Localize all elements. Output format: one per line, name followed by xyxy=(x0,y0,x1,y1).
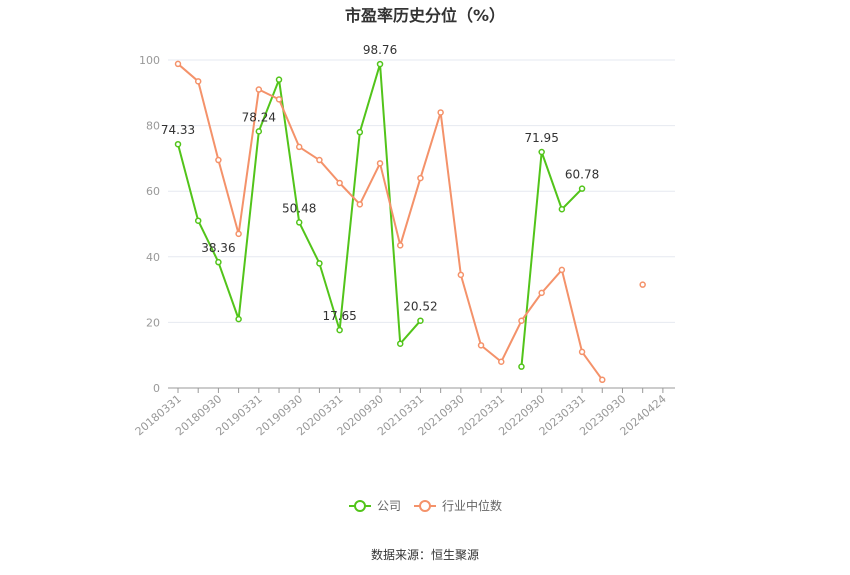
series-1-point[interactable] xyxy=(518,317,525,325)
series-1-point[interactable] xyxy=(477,342,485,349)
y-tick-label: 20 xyxy=(146,316,160,329)
data-label: 50.48 xyxy=(282,201,316,215)
series-1-point[interactable] xyxy=(417,174,424,182)
series-0-point[interactable] xyxy=(275,76,283,83)
series-1-point[interactable] xyxy=(336,179,343,187)
legend-company-label: 公司 xyxy=(377,499,401,513)
series-0-point[interactable] xyxy=(316,260,323,267)
y-tick-label: 80 xyxy=(146,120,160,133)
y-tick-label: 60 xyxy=(146,185,160,198)
series-0-point[interactable] xyxy=(396,340,404,347)
series-1-point[interactable] xyxy=(235,230,242,238)
series-1-point[interactable] xyxy=(194,78,202,85)
series-1-point[interactable] xyxy=(295,143,303,151)
series-1-point[interactable] xyxy=(578,348,586,356)
series-0-point[interactable] xyxy=(235,315,242,323)
series-0-point[interactable] xyxy=(518,363,525,370)
series xyxy=(174,60,646,384)
y-tick-label: 0 xyxy=(153,382,160,395)
series-1-point[interactable] xyxy=(215,156,222,164)
data-label: 38.36 xyxy=(201,241,235,255)
series-1-point[interactable] xyxy=(538,289,545,297)
series-1-point[interactable] xyxy=(275,96,283,103)
series-0-point[interactable] xyxy=(558,205,566,213)
series-1-point[interactable] xyxy=(174,60,182,68)
data-labels: 74.33 38.36 78.24 50.48 17.65 98.76 20.52 71.95… xyxy=(161,43,599,323)
series-1-point[interactable] xyxy=(255,86,263,93)
series-1-point[interactable] xyxy=(356,201,364,208)
chart-title: 市盈率历史分位（%） xyxy=(345,6,505,25)
data-label: 71.95 xyxy=(524,131,558,145)
series-0-point[interactable] xyxy=(376,60,384,68)
source-note: 数据来源：恒生聚源 xyxy=(371,547,479,562)
series-0-point[interactable] xyxy=(194,217,202,224)
data-label: 98.76 xyxy=(363,43,397,57)
series-line-1 xyxy=(177,63,604,381)
data-label: 74.33 xyxy=(161,123,195,137)
legend-industry-marker xyxy=(419,500,431,512)
series-1-point[interactable] xyxy=(639,281,646,288)
series-1-point[interactable] xyxy=(376,160,384,167)
series-0-point[interactable] xyxy=(578,185,586,192)
series-1-point[interactable] xyxy=(558,266,566,274)
series-0-point[interactable] xyxy=(356,128,364,136)
legend-item-industry[interactable]: 行业中位数 xyxy=(414,498,502,513)
series-0-point[interactable] xyxy=(417,317,424,324)
series-0-point[interactable] xyxy=(295,219,303,226)
data-label: 60.78 xyxy=(565,168,599,182)
legend-industry-label: 行业中位数 xyxy=(442,498,502,513)
series-0-point[interactable] xyxy=(336,326,343,334)
series-0-point[interactable] xyxy=(538,148,545,156)
legend[interactable]: 公司 行业中位数 xyxy=(349,498,502,513)
y-tick-label: 40 xyxy=(146,251,160,264)
series-1-point[interactable] xyxy=(599,376,606,384)
series-0-point[interactable] xyxy=(255,128,263,135)
series-line-0 xyxy=(520,151,583,367)
series-1-point[interactable] xyxy=(498,358,505,366)
series-1-point[interactable] xyxy=(316,156,323,164)
series-0-point[interactable] xyxy=(215,258,222,266)
data-label: 17.65 xyxy=(322,309,356,323)
series-1-point[interactable] xyxy=(457,271,465,279)
series-1-point[interactable] xyxy=(437,109,444,116)
legend-item-company[interactable]: 公司 xyxy=(349,499,401,513)
data-label: 78.24 xyxy=(242,110,276,124)
series-1-point[interactable] xyxy=(396,242,404,249)
legend-company-marker xyxy=(354,500,366,512)
y-tick-label: 100 xyxy=(139,54,160,67)
series-0-point[interactable] xyxy=(174,140,182,148)
data-label: 20.52 xyxy=(403,300,437,314)
